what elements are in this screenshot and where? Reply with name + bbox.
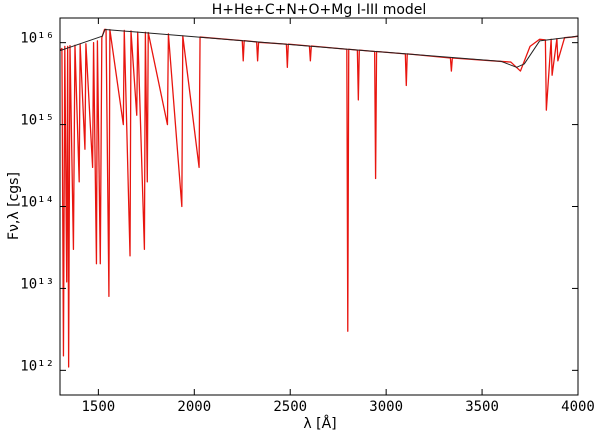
chart-title: H+He+C+N+O+Mg I-III model [212,2,427,18]
spectrum-line [60,28,578,68]
x-axis-label: λ [Å] [303,415,336,432]
y-tick-label: 10¹³ [20,276,54,292]
x-tick-label: 3000 [369,399,403,415]
x-tick-label: 3500 [465,399,499,415]
y-axis-label: Fν,λ [cgs] [6,172,22,240]
x-tick-label: 2500 [273,399,307,415]
x-tick-label: 2000 [177,399,211,415]
x-tick-label: 1500 [82,399,116,415]
x-tick-label: 4000 [561,399,595,415]
y-tick-label: 10¹² [20,358,54,374]
y-tick-label: 10¹⁴ [20,195,54,211]
y-tick-label: 10¹⁵ [20,113,54,129]
y-tick-label: 10¹⁶ [20,31,54,47]
